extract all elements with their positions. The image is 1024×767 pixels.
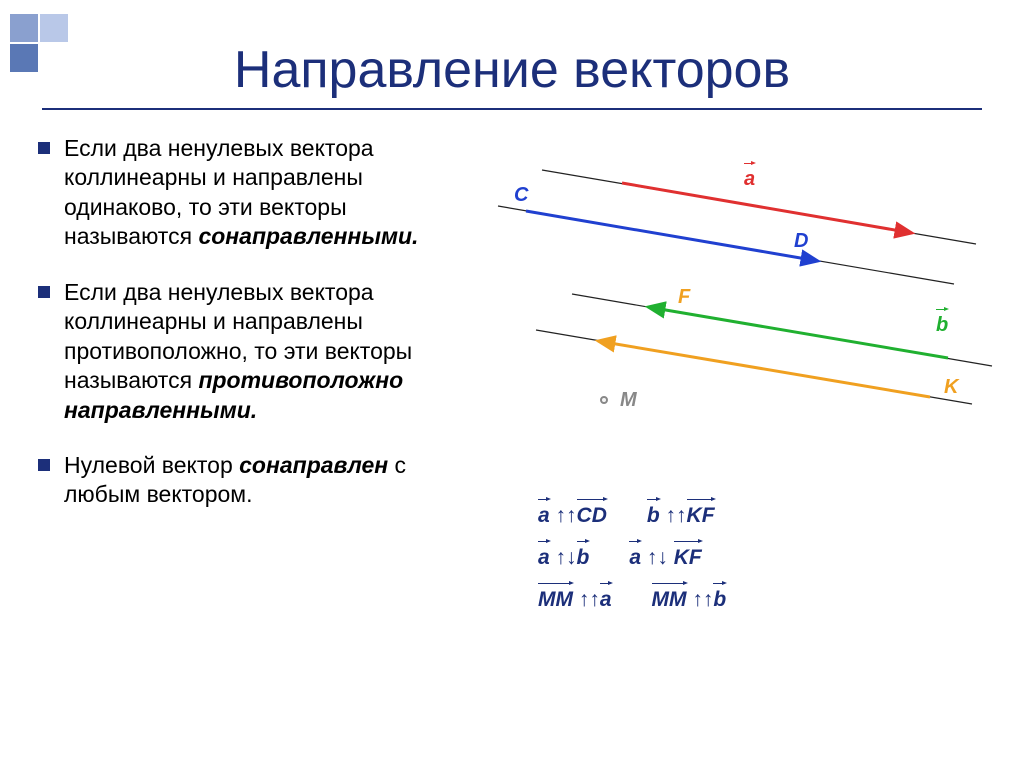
formula: MM ↑↑b (652, 588, 727, 612)
content-area: Если два ненулевых вектора коллинеарны и… (0, 134, 1024, 536)
bullet-icon (38, 286, 50, 298)
slide-title: Направление векторов (0, 0, 1024, 108)
corner-decoration (10, 14, 68, 72)
title-underline (42, 108, 982, 110)
bullet-icon (38, 142, 50, 154)
formula: a ↑↓b (538, 546, 589, 570)
formula: a ↑↓ KF (629, 546, 701, 570)
bullet-item: Нулевой вектор сонаправлен с любым векто… (38, 451, 478, 510)
formulas-block: a ↑↑CD b ↑↑KF a ↑↓b a ↑↓ KF MM ↑↑a MM ↑↑… (538, 504, 726, 630)
formula: MM ↑↑a (538, 588, 612, 612)
point-m-dot (600, 396, 608, 404)
bullet-text: Нулевой вектор сонаправлен с любым векто… (64, 451, 478, 510)
diagram-label: b (936, 314, 948, 337)
diagram-label: K (944, 376, 958, 399)
bullet-icon (38, 459, 50, 471)
bullet-text: Если два ненулевых вектора коллинеарны и… (64, 134, 478, 252)
bullet-item: Если два ненулевых вектора коллинеарны и… (38, 278, 478, 425)
formula-row: MM ↑↑a MM ↑↑b (538, 588, 726, 612)
formula: b ↑↑KF (647, 504, 715, 528)
diagram-label: F (678, 286, 690, 309)
formula-row: a ↑↑CD b ↑↑KF (538, 504, 726, 528)
diagram-label: a (744, 168, 755, 191)
formula: a ↑↑CD (538, 504, 607, 528)
bullet-item: Если два ненулевых вектора коллинеарны и… (38, 134, 478, 252)
diagram-label: D (794, 230, 808, 253)
bullet-text: Если два ненулевых вектора коллинеарны и… (64, 278, 478, 425)
diagram-svg (478, 134, 1008, 424)
diagram-column: aCDbFKM a ↑↑CD b ↑↑KF a ↑↓b a ↑↓ KF MM ↑… (478, 134, 1008, 536)
diagram-label: M (620, 389, 637, 412)
formula-row: a ↑↓b a ↑↓ KF (538, 546, 726, 570)
vector-diagram: a C Db F K M (478, 134, 1008, 414)
diagram-label: C (514, 184, 528, 207)
bullets-column: Если два ненулевых вектора коллинеарны и… (38, 134, 478, 536)
